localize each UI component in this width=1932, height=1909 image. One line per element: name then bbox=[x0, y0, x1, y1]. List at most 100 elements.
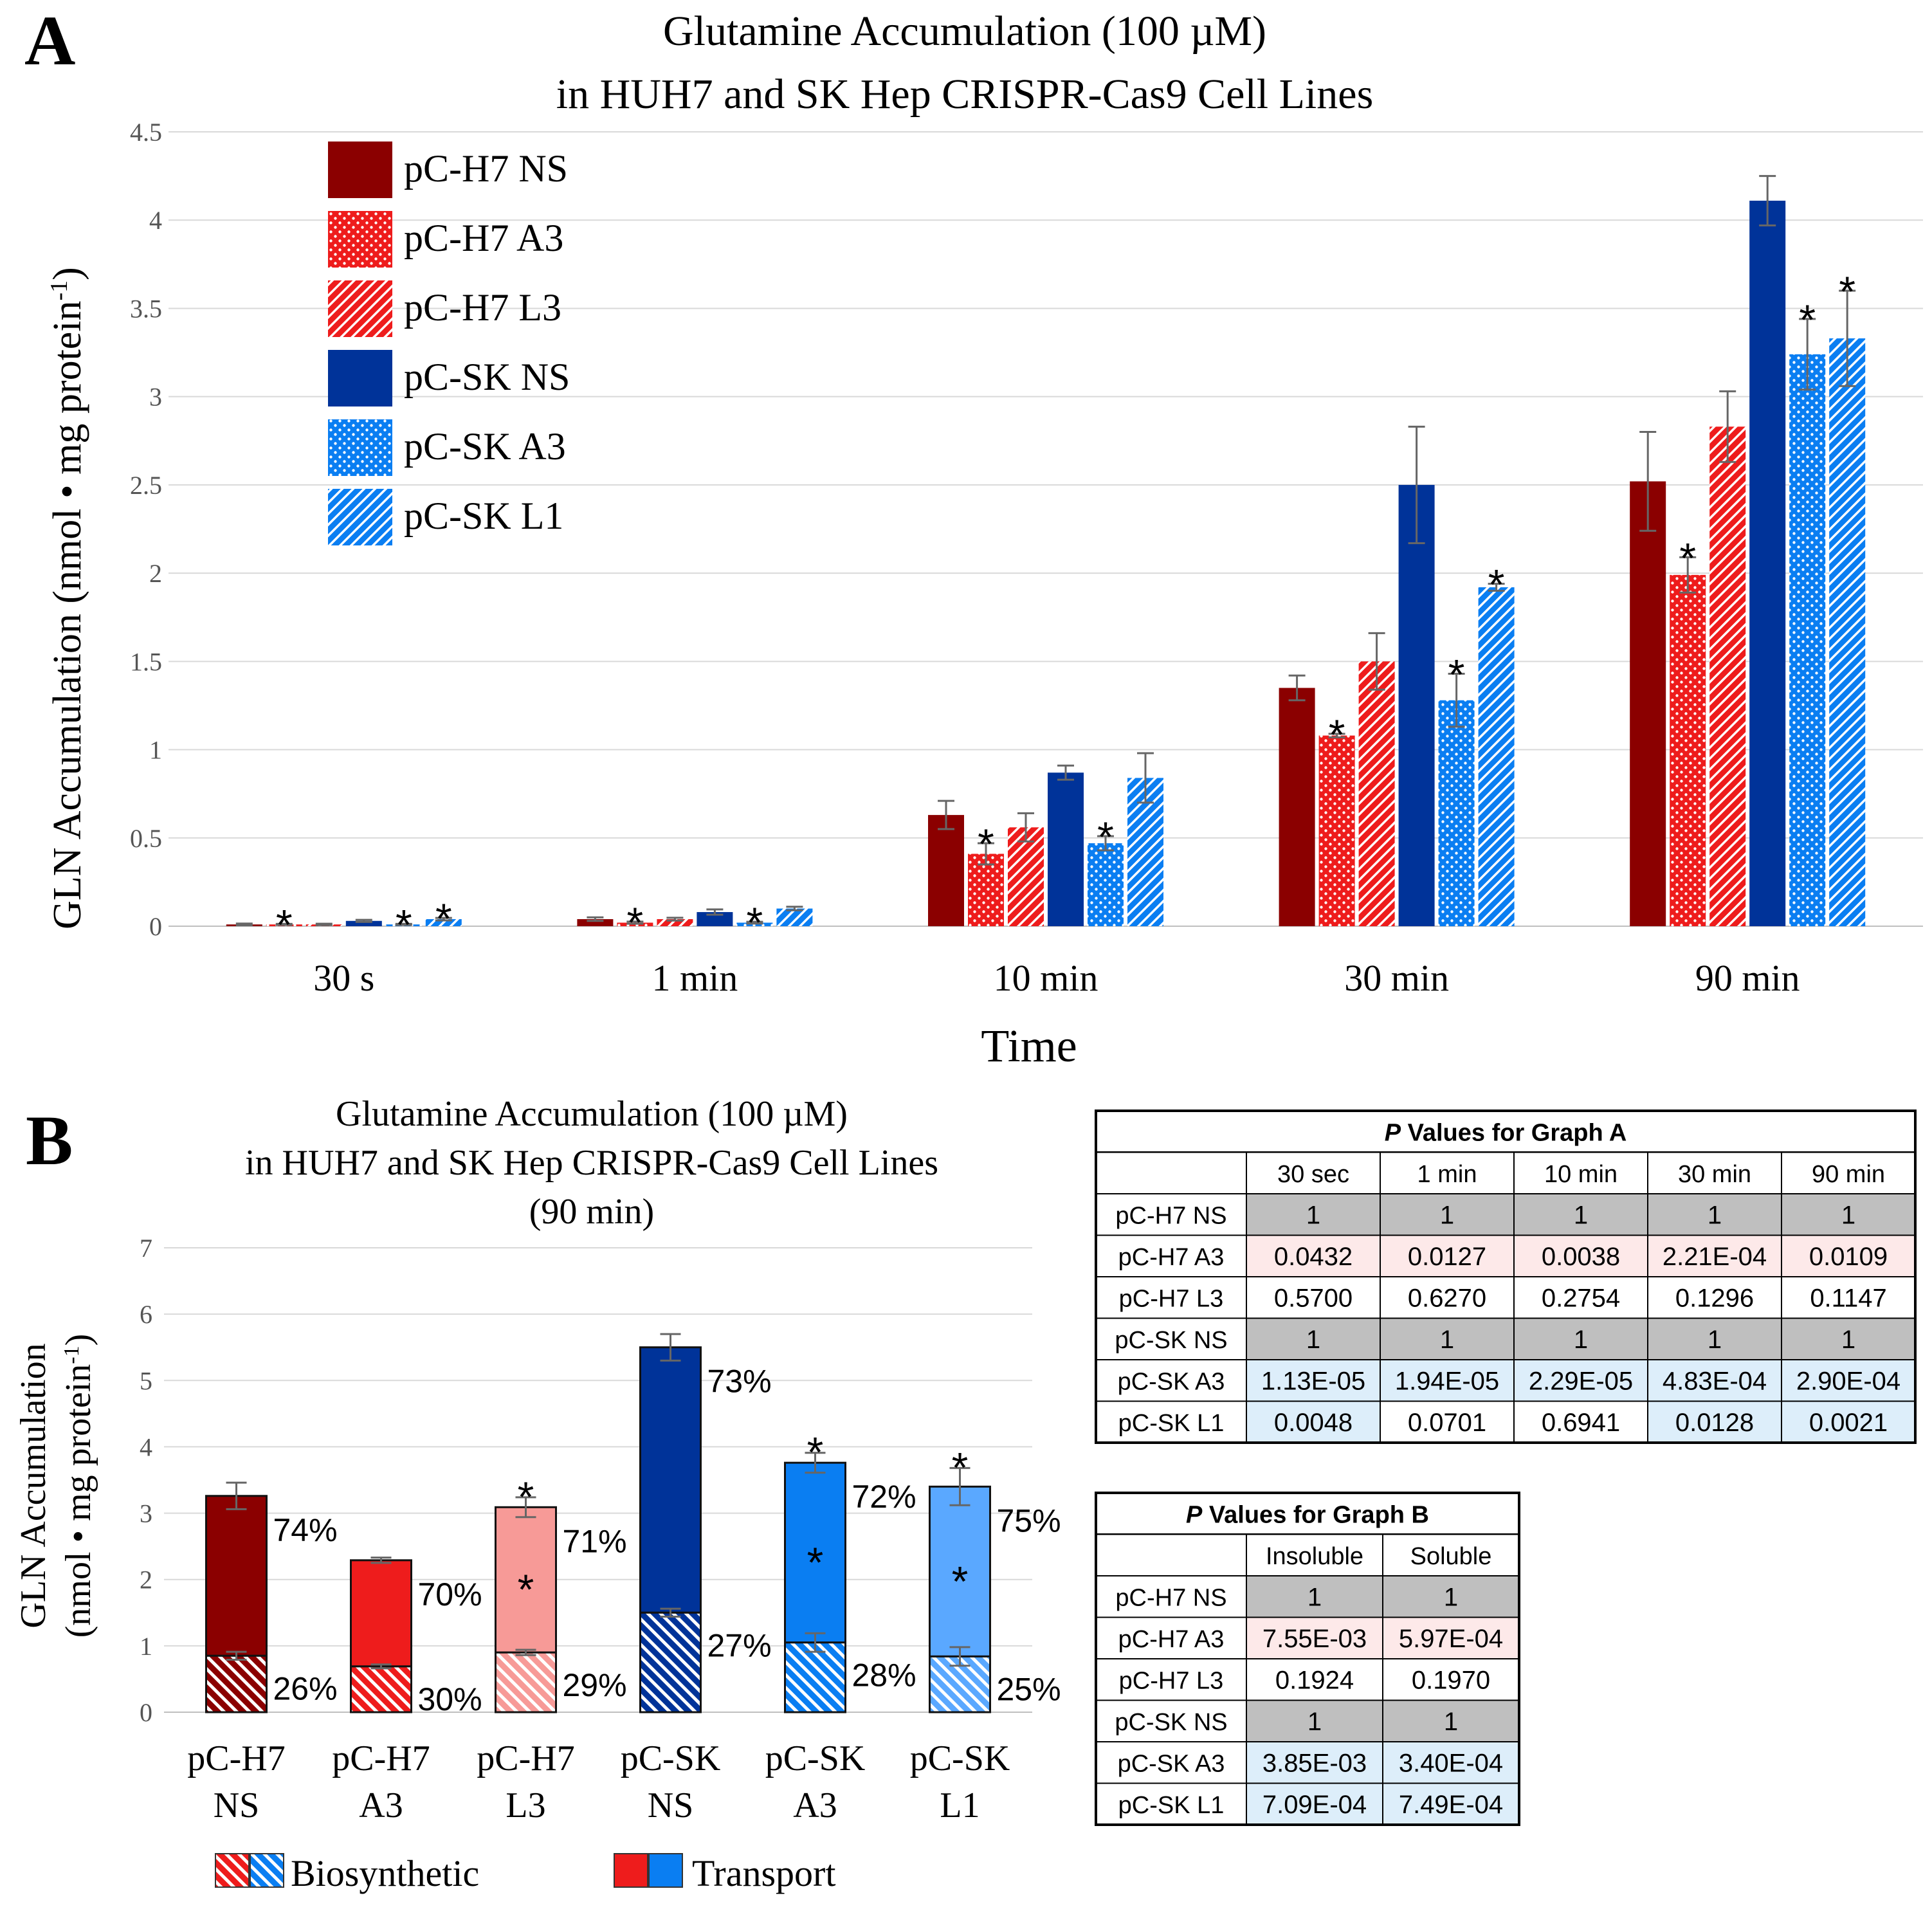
bar bbox=[1670, 574, 1706, 926]
percent-label-transport: 70% bbox=[418, 1576, 482, 1612]
table-cell-value: 1 bbox=[1841, 1326, 1855, 1354]
significance-asterisk: * bbox=[1679, 534, 1696, 581]
bar-biosynthetic bbox=[495, 1651, 557, 1713]
percent-label-biosynthetic: 26% bbox=[273, 1670, 338, 1706]
table-title-rest: Values for Graph A bbox=[1401, 1119, 1627, 1146]
table-header-corner bbox=[1095, 1151, 1247, 1194]
significance-asterisk: * bbox=[518, 1473, 534, 1521]
table-cell-value: 0.6941 bbox=[1542, 1409, 1620, 1437]
table-cell-value: 0.2754 bbox=[1542, 1284, 1620, 1312]
significance-asterisk: * bbox=[1448, 651, 1465, 699]
panel-b-label: B bbox=[26, 1101, 73, 1180]
table-cell bbox=[1382, 1699, 1520, 1742]
table-cell bbox=[1647, 1400, 1782, 1443]
bar bbox=[1279, 688, 1315, 926]
legend-swatch bbox=[328, 211, 392, 268]
bar bbox=[1829, 338, 1866, 926]
chart-a-ylabel-main: GLN Accumulation (nmol • mg protein bbox=[46, 300, 89, 929]
table-row-label-cell bbox=[1095, 1234, 1247, 1277]
significance-asterisk: * bbox=[435, 895, 452, 942]
table-header-cell bbox=[1382, 1533, 1520, 1576]
percent-label-biosynthetic: 29% bbox=[563, 1667, 627, 1703]
chart-a-ylabel-sup: -1 bbox=[46, 280, 73, 301]
significance-asterisk: * bbox=[1839, 268, 1855, 315]
x-tick-label-line1: pC-SK bbox=[765, 1739, 866, 1778]
significance-asterisk: * bbox=[807, 1539, 824, 1586]
table-row-label-cell bbox=[1095, 1616, 1247, 1659]
bar-biosynthetic bbox=[205, 1654, 268, 1713]
significance-asterisk: * bbox=[807, 1429, 824, 1476]
percent-label-transport: 74% bbox=[273, 1512, 338, 1548]
table-column-header: 30 sec bbox=[1277, 1161, 1349, 1188]
table-header-cell bbox=[1246, 1533, 1383, 1576]
chart-b-ylabel-2-main: (nmol • mg protein bbox=[59, 1364, 98, 1638]
chart-b-y-axis: 0 1 2 3 4 5 6 7 bbox=[140, 1234, 152, 1727]
bar bbox=[968, 854, 1004, 926]
table-cell-value: 1 bbox=[1308, 1583, 1322, 1611]
significance-asterisk: * bbox=[396, 900, 412, 948]
legend-transport-swatch bbox=[614, 1853, 683, 1888]
chart-b-ylabel-2: (nmol • mg protein-1) bbox=[59, 1334, 98, 1638]
table-title-italic: P bbox=[1186, 1501, 1203, 1528]
table-cell-value: 0.1147 bbox=[1810, 1284, 1886, 1312]
significance-asterisk: * bbox=[978, 820, 994, 868]
table-row-label-cell bbox=[1095, 1699, 1247, 1742]
table-cell bbox=[1246, 1616, 1383, 1659]
table-column-header: 30 min bbox=[1678, 1161, 1751, 1188]
table-cell bbox=[1246, 1782, 1383, 1825]
table-cell-value: 0.1924 bbox=[1275, 1666, 1354, 1694]
x-tick-label-line1: pC-SK bbox=[910, 1739, 1010, 1778]
y-tick-label: 2 bbox=[140, 1566, 152, 1594]
chart-b-ylabel-sup: -1 bbox=[60, 1346, 84, 1364]
table-cell-value: 0.5700 bbox=[1274, 1284, 1353, 1312]
chart-b-title: Glutamine Accumulation (100 µM) bbox=[336, 1094, 848, 1134]
table-column-header: 90 min bbox=[1812, 1161, 1885, 1188]
chart-b-ylabel: GLN Accumulation bbox=[14, 1343, 53, 1628]
table-cell-value: 1 bbox=[1308, 1708, 1322, 1736]
table-row-label: pC-H7 NS bbox=[1115, 1202, 1226, 1229]
table-cell-value: 7.09E-04 bbox=[1262, 1791, 1367, 1819]
panel-a-label: A bbox=[24, 1, 75, 80]
bar bbox=[1478, 587, 1515, 926]
chart-b-subtitle-2: (90 min) bbox=[529, 1192, 654, 1232]
bar-transport bbox=[205, 1495, 268, 1657]
table-row-label: pC-H7 L3 bbox=[1119, 1285, 1224, 1312]
chart-a-x-axis: 30 s 1 min 10 min 30 min 90 min bbox=[313, 957, 1800, 999]
significance-asterisk: * bbox=[1799, 296, 1816, 343]
table-cell-value: 1 bbox=[1708, 1326, 1722, 1354]
table-cell-value: 0.0048 bbox=[1274, 1409, 1353, 1437]
y-tick-label: 2.5 bbox=[130, 471, 162, 500]
significance-asterisk: * bbox=[276, 900, 293, 948]
table-header-corner bbox=[1095, 1533, 1247, 1576]
legend-biosynthetic-label: Biosynthetic bbox=[291, 1852, 479, 1894]
table-cell-value: 0.1296 bbox=[1675, 1284, 1754, 1312]
table-cell bbox=[1513, 1276, 1648, 1319]
table-row-label: pC-H7 L3 bbox=[1119, 1667, 1224, 1694]
table-row-label: pC-SK L1 bbox=[1118, 1792, 1225, 1819]
table-cell-value: 1.94E-05 bbox=[1395, 1367, 1499, 1395]
y-tick-label: 0.5 bbox=[130, 824, 162, 853]
table-cell bbox=[1647, 1317, 1782, 1360]
chart-a-subtitle: in HUH7 and SK Hep CRISPR-Cas9 Cell Line… bbox=[556, 71, 1374, 118]
bar bbox=[577, 919, 614, 926]
table-row-label-cell bbox=[1095, 1741, 1247, 1784]
table-cell bbox=[1246, 1276, 1381, 1319]
table-border bbox=[1095, 1492, 1520, 1826]
table-cell-value: 0.0127 bbox=[1408, 1243, 1486, 1271]
table-cell-value: 0.0109 bbox=[1809, 1243, 1888, 1271]
table-cell bbox=[1380, 1193, 1515, 1236]
bar bbox=[1398, 484, 1435, 926]
bar bbox=[345, 920, 382, 926]
table-row-label: pC-H7 A3 bbox=[1118, 1244, 1225, 1271]
bar-biosynthetic bbox=[350, 1665, 412, 1713]
table-cell-value: 1.13E-05 bbox=[1261, 1367, 1365, 1395]
table-title: P Values for Graph B bbox=[1186, 1501, 1429, 1528]
significance-asterisk: * bbox=[627, 899, 644, 946]
legend-transport-label: Transport bbox=[692, 1852, 835, 1894]
table-cell-value: 3.85E-03 bbox=[1262, 1749, 1367, 1777]
legend-label: pC-SK NS bbox=[404, 356, 570, 398]
table-row-label: pC-SK NS bbox=[1115, 1709, 1227, 1736]
x-tick-label-line2: A3 bbox=[793, 1786, 837, 1825]
y-tick-label: 0 bbox=[140, 1698, 152, 1727]
table-column-header: 1 min bbox=[1417, 1161, 1477, 1188]
